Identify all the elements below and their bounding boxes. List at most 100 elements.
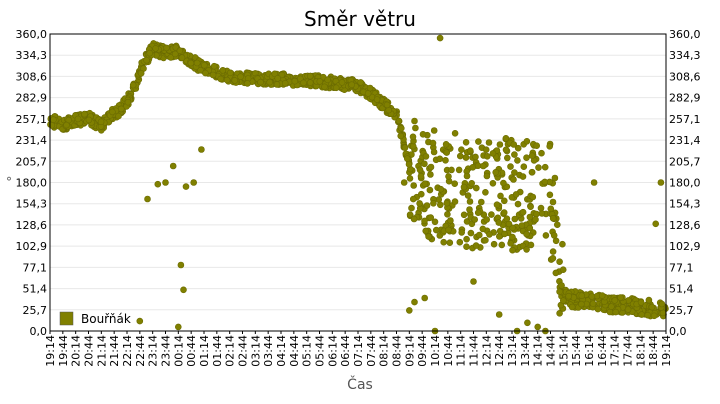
y-tick-label: 77,1 bbox=[669, 261, 694, 274]
data-point bbox=[401, 144, 409, 151]
data-point bbox=[443, 149, 451, 156]
data-point bbox=[167, 54, 175, 61]
x-tick-label: 17:14 bbox=[609, 335, 622, 367]
data-point bbox=[443, 199, 451, 207]
data-point bbox=[645, 296, 653, 304]
data-point bbox=[416, 166, 424, 174]
y-tick-label: 154,3 bbox=[669, 198, 701, 211]
data-point bbox=[419, 131, 427, 138]
data-point bbox=[451, 198, 459, 205]
data-point bbox=[638, 311, 646, 318]
data-point bbox=[489, 180, 497, 187]
legend: Bouřňák bbox=[59, 311, 131, 326]
y-tick-label: 334,3 bbox=[16, 49, 48, 62]
x-tick-label: 09:14 bbox=[403, 335, 416, 367]
x-tick-label: 05:44 bbox=[314, 335, 327, 367]
data-point bbox=[488, 211, 495, 218]
data-point bbox=[416, 200, 423, 207]
x-tick-label: 04:14 bbox=[275, 335, 288, 367]
data-point bbox=[617, 294, 624, 301]
data-point bbox=[431, 218, 439, 226]
data-point bbox=[436, 34, 444, 42]
data-point bbox=[178, 54, 186, 62]
data-point bbox=[451, 130, 459, 137]
x-tick-label: 03:14 bbox=[249, 335, 262, 367]
data-point bbox=[535, 164, 542, 171]
data-point bbox=[523, 154, 530, 161]
data-point bbox=[306, 72, 314, 80]
x-tick-label: 06:44 bbox=[339, 335, 352, 367]
data-point bbox=[485, 139, 493, 146]
data-point bbox=[410, 182, 418, 189]
data-point bbox=[482, 146, 490, 153]
data-points bbox=[47, 34, 669, 335]
data-point bbox=[546, 143, 554, 150]
x-tick-label: 10:44 bbox=[442, 335, 455, 367]
data-point bbox=[503, 215, 511, 222]
data-point bbox=[578, 300, 585, 308]
data-point bbox=[316, 78, 324, 85]
x-tick-label: 20:44 bbox=[83, 335, 96, 367]
data-point bbox=[498, 241, 506, 249]
data-point bbox=[510, 176, 517, 183]
data-point bbox=[408, 204, 415, 212]
data-point bbox=[440, 238, 448, 246]
data-point bbox=[162, 179, 169, 186]
data-point bbox=[291, 77, 299, 85]
x-tick-label: 12:44 bbox=[493, 335, 506, 367]
data-point bbox=[223, 76, 231, 84]
data-point bbox=[537, 204, 545, 212]
data-point bbox=[81, 110, 88, 118]
data-point bbox=[526, 224, 534, 232]
data-point bbox=[197, 66, 204, 74]
data-point bbox=[202, 69, 209, 77]
x-tick-label: 02:44 bbox=[237, 335, 250, 367]
data-point bbox=[430, 127, 438, 134]
data-point bbox=[648, 303, 656, 311]
data-point bbox=[118, 105, 125, 113]
data-point bbox=[257, 78, 264, 86]
data-point bbox=[482, 236, 489, 244]
x-tick-label: 18:14 bbox=[634, 335, 647, 367]
data-point bbox=[644, 311, 652, 319]
data-point bbox=[611, 297, 619, 304]
legend-swatch bbox=[59, 311, 74, 326]
data-point bbox=[373, 96, 381, 103]
data-point bbox=[175, 323, 182, 331]
x-tick-label: 22:44 bbox=[134, 335, 147, 367]
y-tick-label: 334,3 bbox=[669, 49, 701, 62]
y-tick-label: 308,6 bbox=[16, 70, 48, 83]
y-tick-label: 25,7 bbox=[23, 304, 48, 317]
data-point bbox=[553, 221, 561, 228]
data-point bbox=[538, 149, 545, 157]
y-tick-label: 180,0 bbox=[16, 177, 48, 190]
data-point bbox=[608, 303, 615, 310]
y-tick-label: 25,7 bbox=[669, 304, 694, 317]
x-tick-label: 21:14 bbox=[95, 335, 108, 367]
x-tick-label: 09:44 bbox=[416, 335, 429, 367]
data-point bbox=[417, 172, 425, 180]
data-point bbox=[512, 191, 520, 198]
data-point bbox=[546, 191, 554, 199]
data-point bbox=[495, 219, 503, 226]
data-point bbox=[217, 75, 224, 83]
x-axis-label: Čas bbox=[347, 375, 373, 393]
data-point bbox=[436, 201, 444, 209]
data-point bbox=[529, 193, 537, 201]
data-point bbox=[559, 240, 566, 248]
data-point bbox=[115, 112, 122, 120]
data-point bbox=[176, 47, 184, 54]
data-point bbox=[74, 115, 82, 123]
data-point bbox=[266, 78, 274, 86]
data-point bbox=[417, 190, 425, 198]
data-point bbox=[366, 84, 374, 92]
data-point bbox=[551, 174, 559, 182]
data-point bbox=[432, 226, 440, 234]
data-point bbox=[458, 146, 465, 153]
x-tick-label: 16:14 bbox=[583, 335, 596, 367]
x-tick-label: 06:14 bbox=[326, 335, 339, 367]
y-tick-label: 180,0 bbox=[669, 177, 701, 190]
data-point bbox=[658, 300, 666, 308]
data-point bbox=[519, 208, 527, 216]
